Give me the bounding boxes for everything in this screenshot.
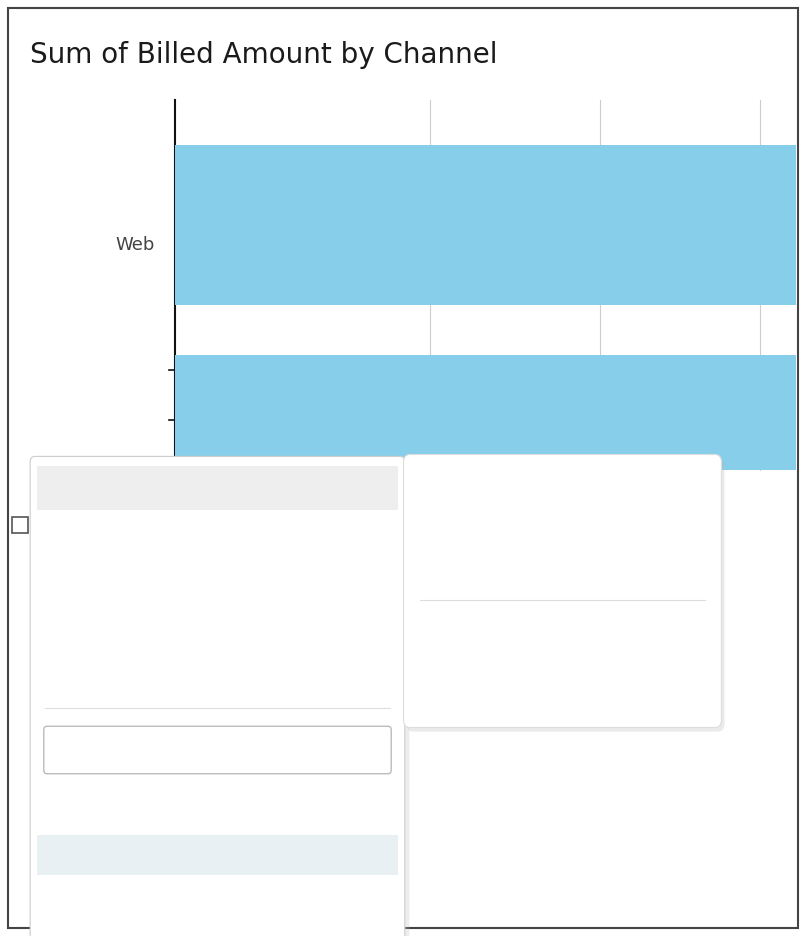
FancyBboxPatch shape [31, 458, 409, 936]
Text: ⌕: ⌕ [364, 740, 376, 759]
Text: Remove: Remove [57, 622, 133, 641]
Bar [37, 466, 398, 510]
Text: Descending: Descending [123, 529, 247, 548]
Text: Search fields: Search fields [65, 741, 172, 759]
Text: Channel: Channel [85, 845, 162, 865]
Bar [175, 145, 796, 305]
Text: Sort options: Sort options [453, 625, 575, 645]
Text: Sum of Billed Amount by Channel: Sum of Billed Amount by Channel [30, 41, 497, 69]
Text: Billed Amount: Billed Amount [106, 478, 256, 498]
FancyBboxPatch shape [406, 459, 725, 732]
Text: Cost: Cost [85, 890, 127, 910]
Bar [12, 517, 28, 533]
Text: ◁: ◁ [59, 846, 73, 864]
Text: Format:: Format: [57, 576, 135, 594]
Bar [175, 355, 796, 470]
Text: ⇅: ⇅ [428, 626, 443, 644]
Text: Billed Amount: Billed Amount [453, 495, 594, 515]
FancyBboxPatch shape [404, 455, 721, 727]
Text: ✓: ✓ [428, 496, 443, 514]
Bar [37, 835, 398, 875]
Text: #: # [57, 800, 73, 820]
Text: >: > [373, 529, 387, 547]
Text: ◁: ◁ [59, 846, 73, 864]
FancyBboxPatch shape [44, 726, 391, 774]
FancyBboxPatch shape [30, 457, 405, 936]
Text: >: > [373, 479, 387, 497]
Text: #: # [57, 890, 73, 910]
Text: Text: Text [101, 576, 145, 594]
FancyBboxPatch shape [8, 8, 798, 928]
Text: >: > [373, 576, 387, 594]
Text: Channel: Channel [453, 550, 536, 569]
Text: Billed Amount: Billed Amount [85, 800, 217, 820]
Text: Sort by:: Sort by: [57, 478, 135, 498]
Bar [175, 710, 370, 870]
Text: Rename: Rename [57, 668, 134, 688]
Text: Sort order:: Sort order: [57, 529, 164, 548]
Text: Web: Web [115, 236, 155, 254]
